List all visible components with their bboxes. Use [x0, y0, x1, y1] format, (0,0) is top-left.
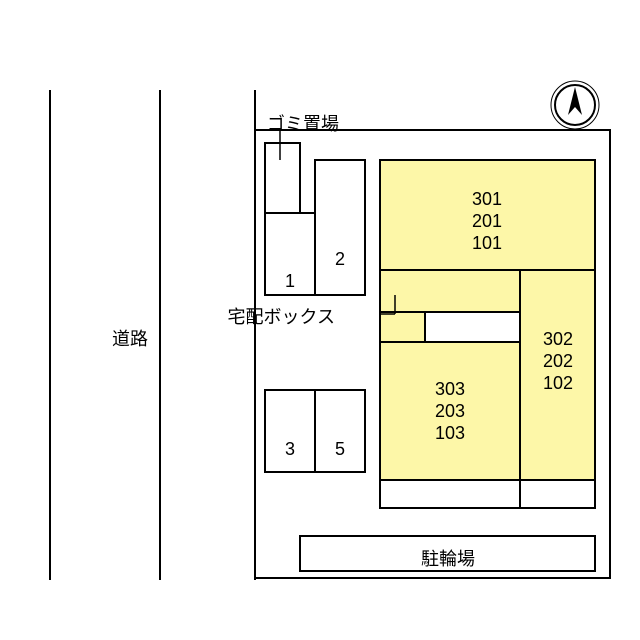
- unit303-label-1: 203: [435, 401, 465, 421]
- hall-fill: [380, 270, 520, 312]
- hall-small-fill: [380, 312, 425, 342]
- bike-label: 駐輪場: [421, 549, 475, 569]
- site-plan: 道路 ゴミ置場宅配ボックス駐輪場 1 2 3 5 301201101 302202102 303…: [0, 0, 640, 640]
- unit302-label-0: 302: [543, 329, 573, 349]
- p2-label: 2: [335, 249, 345, 269]
- unit303-label-0: 303: [435, 379, 465, 399]
- unit302-label-2: 102: [543, 373, 573, 393]
- p5-label: 5: [335, 439, 345, 459]
- parking-3: [265, 390, 315, 472]
- parking-5: [315, 390, 365, 472]
- p3-label: 3: [285, 439, 295, 459]
- unit303-label-2: 103: [435, 423, 465, 443]
- gomi-box: [265, 143, 300, 213]
- unit302-label-1: 202: [543, 351, 573, 371]
- road-label: 道路: [112, 329, 148, 349]
- balcony-302: [520, 480, 595, 508]
- gomi-label: ゴミ置場: [267, 114, 339, 134]
- unit301-label-0: 301: [472, 189, 502, 209]
- balcony-303: [380, 480, 520, 508]
- delivery-label: 宅配ボックス: [228, 307, 335, 327]
- unit301-label-2: 101: [472, 233, 502, 253]
- p1-label: 1: [285, 271, 295, 291]
- unit301-label-1: 201: [472, 211, 502, 231]
- parking-2: [315, 160, 365, 295]
